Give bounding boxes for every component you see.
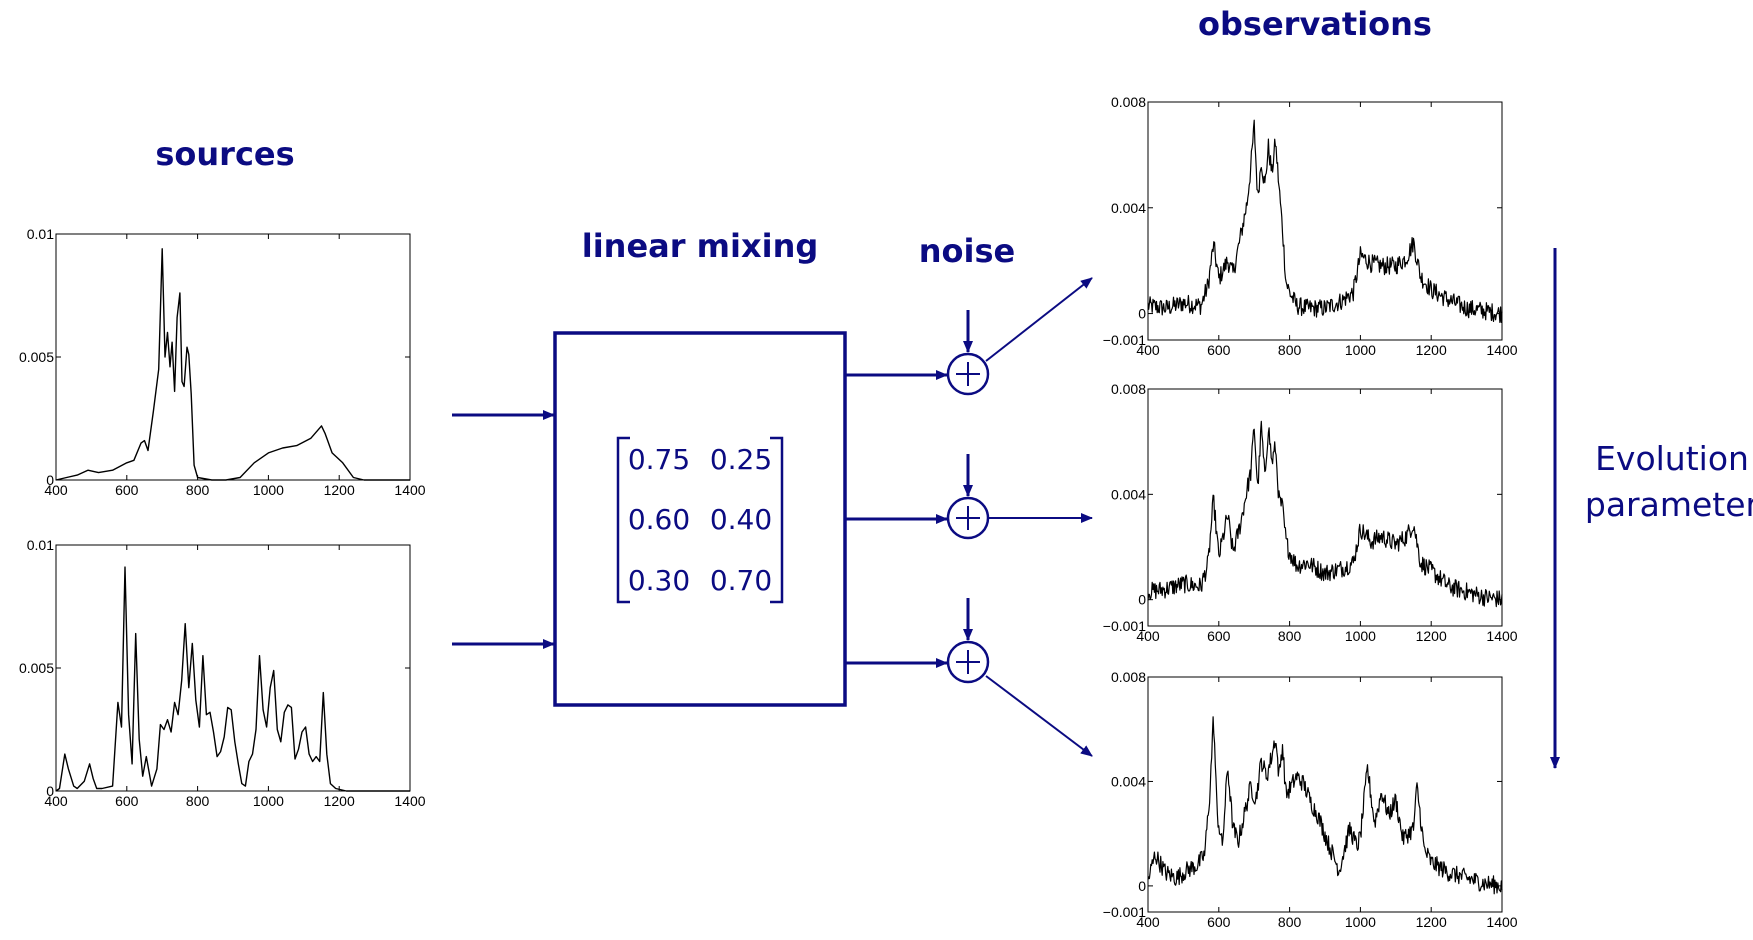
source-1-plot: 400 600 800 1000 1200 1400 0 0.005 0.01: [19, 226, 426, 498]
x-tick-label: 1400: [1486, 342, 1517, 358]
x-tick-label: 1400: [394, 793, 425, 809]
matrix-cell-r2c1: 0.60: [628, 503, 690, 536]
plot-frame: [55, 544, 411, 792]
x-tick-label: 1200: [324, 482, 355, 498]
x-tick-label: 600: [1207, 342, 1231, 358]
mixing-box: [553, 331, 847, 707]
observation-1-arrow: [985, 277, 1093, 362]
x-tick-label: 400: [44, 482, 68, 498]
matrix-cell-r3c2: 0.70: [710, 564, 772, 597]
source-2-plot: 400 600 800 1000 1200 1400 0 0.005 0.01: [19, 537, 426, 809]
matrix-cell-r2c2: 0.40: [710, 503, 772, 536]
spectrum-line: [1147, 716, 1503, 895]
observation-1-plot: 400 600 800 1000 1200 1400 −0.001 0 0.004 0.008: [1103, 94, 1518, 358]
y-tick-label: 0.008: [1111, 381, 1146, 397]
x-tick-label: 1200: [1416, 914, 1447, 930]
x-tick-label: 1000: [1345, 914, 1376, 930]
observation-3-plot: 400 600 800 1000 1200 1400 −0.001 0 0.004 0.008: [1103, 669, 1518, 930]
matrix-cell-r3c1: 0.30: [628, 564, 690, 597]
matrix-right-bracket: [770, 436, 784, 604]
plus-icon: [956, 650, 980, 674]
evolution-label-line1: Evolution: [1595, 439, 1749, 478]
x-tick-label: 800: [186, 482, 210, 498]
plus-icon: [956, 362, 980, 386]
adder-3: [946, 640, 990, 684]
evolution-label-line2: parameter: [1585, 485, 1753, 524]
plot-frame: [1147, 101, 1503, 341]
spectrum-line: [1147, 420, 1503, 608]
observation-2-plot: 400 600 800 1000 1200 1400 −0.001 0 0.004 0.008: [1103, 381, 1518, 644]
spectrum-line: [1147, 119, 1503, 323]
y-tick-label: 0.005: [19, 349, 54, 365]
x-tick-label: 1200: [1416, 628, 1447, 644]
x-tick-label: 600: [115, 482, 139, 498]
x-tick-label: 1000: [253, 793, 284, 809]
x-tick-label: 1400: [1486, 628, 1517, 644]
y-tick-label: 0: [1138, 306, 1146, 322]
y-tick-label: 0: [46, 472, 54, 488]
plot-frame: [1147, 388, 1503, 627]
y-tick-label: 0.008: [1111, 94, 1146, 110]
y-tick-label: 0: [46, 783, 54, 799]
adder-1: [946, 352, 990, 396]
y-tick-label: 0.004: [1111, 200, 1146, 216]
y-tick-label: −0.001: [1103, 904, 1146, 920]
spectrum-line: [55, 248, 410, 481]
x-tick-label: 600: [1207, 914, 1231, 930]
x-tick-label: 400: [1136, 628, 1160, 644]
plus-icon: [956, 506, 980, 530]
x-tick-label: 400: [44, 793, 68, 809]
x-tick-label: 1000: [1345, 628, 1376, 644]
noise-label: noise: [919, 232, 1015, 270]
y-tick-label: −0.001: [1103, 618, 1146, 634]
x-tick-label: 400: [1136, 342, 1160, 358]
x-tick-label: 1000: [1345, 342, 1376, 358]
x-tick-label: 1200: [1416, 342, 1447, 358]
observations-label: observations: [1198, 5, 1432, 43]
matrix-left-bracket: [616, 436, 630, 604]
spectrum-line: [55, 566, 410, 792]
y-tick-label: 0: [1138, 878, 1146, 894]
observation-3-arrow: [985, 675, 1093, 757]
y-tick-label: 0.004: [1111, 486, 1146, 502]
y-tick-label: 0.008: [1111, 669, 1146, 685]
sources-label: sources: [155, 135, 294, 173]
matrix-cell-r1c2: 0.25: [710, 443, 772, 476]
x-tick-label: 800: [1278, 342, 1302, 358]
x-tick-label: 1400: [394, 482, 425, 498]
linear-mixing-label: linear mixing: [582, 227, 819, 265]
y-tick-label: 0.004: [1111, 773, 1146, 789]
y-tick-label: 0: [1138, 592, 1146, 608]
x-tick-label: 600: [115, 793, 139, 809]
x-tick-label: 800: [1278, 628, 1302, 644]
plot-frame: [1147, 676, 1503, 913]
x-tick-label: 600: [1207, 628, 1231, 644]
x-tick-label: 1400: [1486, 914, 1517, 930]
y-tick-label: 0.005: [19, 660, 54, 676]
adder-2: [946, 496, 990, 540]
plot-frame: [55, 233, 411, 481]
x-tick-label: 800: [186, 793, 210, 809]
x-tick-label: 1000: [253, 482, 284, 498]
y-tick-label: −0.001: [1103, 332, 1146, 348]
matrix-cell-r1c1: 0.75: [628, 443, 690, 476]
x-tick-label: 1200: [324, 793, 355, 809]
x-tick-label: 800: [1278, 914, 1302, 930]
x-tick-label: 400: [1136, 914, 1160, 930]
y-tick-label: 0.01: [27, 537, 54, 553]
y-tick-label: 0.01: [27, 226, 54, 242]
